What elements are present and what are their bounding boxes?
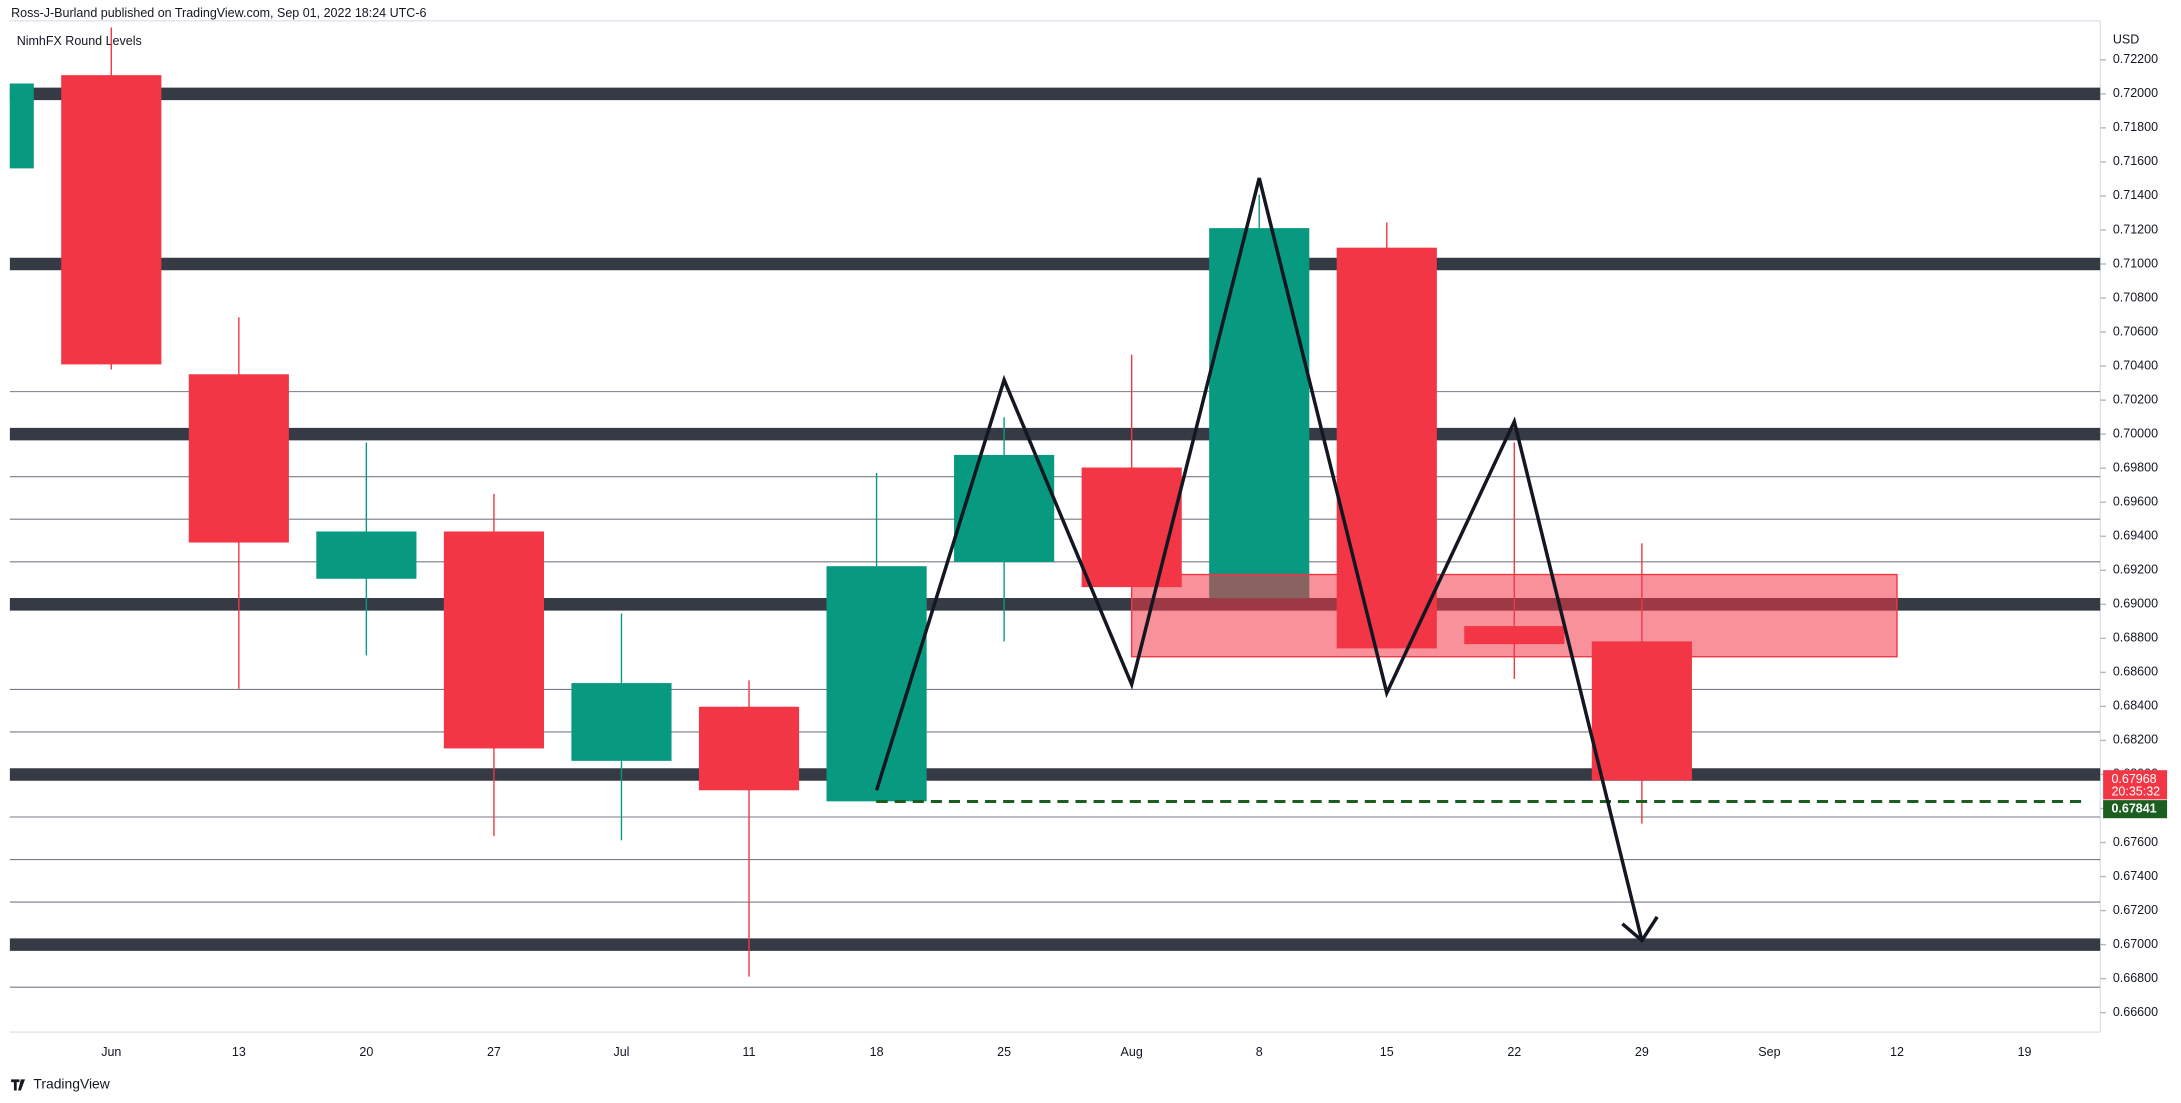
candle-body xyxy=(698,706,800,791)
candle-body xyxy=(571,683,672,761)
y-tick-label: 0.71000 xyxy=(2113,256,2158,270)
candle-body xyxy=(61,75,162,365)
x-tick-label: 25 xyxy=(997,1045,1011,1059)
last-price-label: 0.67968 xyxy=(2111,772,2156,786)
brand-name: TradingView xyxy=(33,1076,110,1092)
brand: TradingView xyxy=(11,1076,111,1092)
y-tick-label: 0.70000 xyxy=(2113,426,2158,440)
pattern-line xyxy=(874,177,1644,941)
x-tick-label: 18 xyxy=(870,1045,884,1059)
candle-body xyxy=(1209,228,1310,599)
x-tick-label: Jun xyxy=(101,1045,121,1059)
x-tick-label: 27 xyxy=(487,1045,501,1059)
currency: USD xyxy=(2113,33,2139,47)
last-price-box xyxy=(2103,770,2168,800)
candle-body xyxy=(188,374,289,543)
y-tick-label: 0.66600 xyxy=(2113,1005,2158,1019)
y-tick-label: 0.71600 xyxy=(2113,154,2158,168)
candle-body xyxy=(826,566,927,802)
indicator-name: NimhFX Round Levels xyxy=(17,34,142,48)
y-tick-label: 0.70200 xyxy=(2113,392,2158,406)
y-tick-label: 0.70600 xyxy=(2113,324,2158,338)
x-tick-label: 15 xyxy=(1380,1045,1394,1059)
y-tick-label: 0.69200 xyxy=(2113,563,2158,577)
y-tick-label: 0.68400 xyxy=(2113,699,2158,713)
y-tick-label: 0.71200 xyxy=(2113,222,2158,236)
x-tick-label: Jul xyxy=(613,1045,629,1059)
y-tick-label: 0.66800 xyxy=(2113,971,2158,985)
y-tick-label: 0.69600 xyxy=(2113,495,2158,509)
dashed-level-label: 0.67841 xyxy=(2111,801,2156,815)
y-tick-label: 0.69400 xyxy=(2113,529,2158,543)
candle-body xyxy=(9,83,34,169)
y-tick-label: 0.67200 xyxy=(2113,903,2158,917)
candle-body xyxy=(1591,641,1692,781)
x-tick-label: 11 xyxy=(743,1045,756,1059)
y-tick-label: 0.68600 xyxy=(2113,665,2158,679)
y-tick-label: 0.71400 xyxy=(2113,188,2158,202)
y-tick-label: 0.67000 xyxy=(2113,937,2158,951)
zone xyxy=(1130,573,1898,658)
y-tick-label: 0.70800 xyxy=(2113,290,2158,304)
axes: 0.72200 0.72000 0.71800 0.71600 0.71400 0.712… xyxy=(101,52,2168,1059)
y-tick-label: 0.67600 xyxy=(2113,835,2158,849)
x-tick-label: Aug xyxy=(1121,1045,1143,1059)
y-tick-label: 0.71800 xyxy=(2113,120,2158,134)
y-tick-label: 0.72200 xyxy=(2113,52,2158,66)
x-tick-label: 29 xyxy=(1635,1045,1649,1059)
candle-body xyxy=(1081,467,1182,588)
y-tick-label: 0.68800 xyxy=(2113,631,2158,645)
x-tick-label: 12 xyxy=(1890,1045,1904,1059)
y-tick-label: 0.69800 xyxy=(2113,460,2158,474)
candle-body xyxy=(443,531,544,749)
x-tick-label: 19 xyxy=(2018,1045,2032,1059)
publisher: Ross-J-Burland published on TradingView.… xyxy=(11,6,426,20)
dashed-level-box xyxy=(2103,800,2168,819)
x-tick-label: Sep xyxy=(1758,1045,1780,1059)
brand-logo xyxy=(11,1079,26,1091)
pattern-arrowhead xyxy=(1621,915,1659,944)
y-tick-label: 0.72000 xyxy=(2113,86,2158,100)
x-tick-label: 13 xyxy=(232,1045,246,1059)
countdown: 20:35:32 xyxy=(2111,785,2160,799)
x-tick-label: 8 xyxy=(1256,1045,1263,1059)
x-tick-label: 22 xyxy=(1507,1045,1521,1059)
y-tick-label: 0.69000 xyxy=(2113,597,2158,611)
candle-body xyxy=(954,454,1055,563)
y-tick-label: 0.68200 xyxy=(2113,733,2158,747)
plot xyxy=(9,27,2101,988)
y-tick-label: 0.70400 xyxy=(2113,358,2158,372)
y-tick-label: 0.67400 xyxy=(2113,869,2158,883)
candle-body xyxy=(316,531,417,579)
x-tick-label: 20 xyxy=(359,1045,373,1059)
